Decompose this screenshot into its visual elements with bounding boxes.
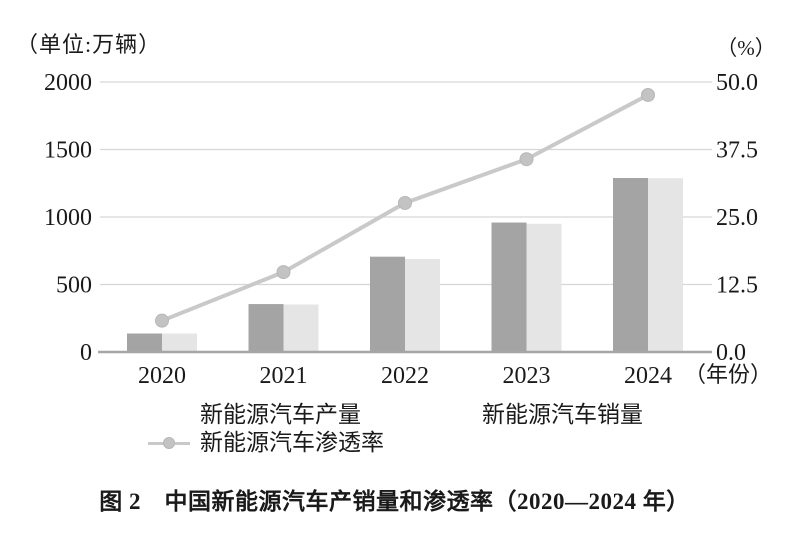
right-tick-37.5: 37.5 xyxy=(716,138,758,164)
legend-marker-icon xyxy=(163,437,175,449)
figure-caption: 图 2 中国新能源汽车产销量和渗透率（2020—2024 年） xyxy=(99,489,690,514)
x-axis-suffix-label: （年份） xyxy=(684,362,772,387)
x-tick-2022: 2022 xyxy=(381,363,429,389)
x-tick-2023: 2023 xyxy=(503,363,551,389)
left-tick-0: 0 xyxy=(80,340,92,366)
line-marker-2023 xyxy=(519,152,534,167)
legend-swatch-penetration xyxy=(148,436,190,450)
legend-item-sales: 新能源汽车销量 xyxy=(436,402,643,428)
right-tick-25.0: 25.0 xyxy=(716,205,758,231)
legend-label-sales: 新能源汽车销量 xyxy=(482,402,643,427)
x-tick-2021: 2021 xyxy=(260,363,308,389)
right-tick-12.5: 12.5 xyxy=(716,273,758,299)
bar-production-2020 xyxy=(127,333,162,352)
left-tick-1000: 1000 xyxy=(44,205,92,231)
line-marker-2020 xyxy=(155,313,169,328)
legend-swatch-production xyxy=(154,409,190,421)
legend-item-penetration: 新能源汽车渗透率 xyxy=(148,430,384,456)
chart-canvas: 0 500 1000 1500 2000 0.0 12.5 25.0 37.5 50.0 2020 2… xyxy=(44,70,772,389)
line-marker-2021 xyxy=(276,265,291,280)
line-marker-2022 xyxy=(398,195,412,210)
legend-label-production: 新能源汽车产量 xyxy=(200,402,361,427)
bar-production-2022 xyxy=(370,256,405,352)
legend-item-production: 新能源汽车产量 xyxy=(154,402,361,428)
bar-production-2023 xyxy=(491,222,527,352)
left-tick-2000: 2000 xyxy=(44,70,92,96)
right-tick-50.0: 50.0 xyxy=(716,70,758,96)
x-tick-2020: 2020 xyxy=(138,363,186,389)
bar-sales-2023 xyxy=(526,223,562,352)
bar-sales-2021 xyxy=(283,304,319,352)
bar-production-2024 xyxy=(613,177,648,352)
x-tick-2024: 2024 xyxy=(624,363,672,389)
bar-sales-2024 xyxy=(648,178,683,352)
left-axis-unit-label: （单位:万辆） xyxy=(16,32,162,57)
right-axis-unit-label: （%） xyxy=(716,36,776,60)
legend-swatch-sales xyxy=(436,409,472,421)
bar-sales-2022 xyxy=(405,258,440,352)
legend-label-penetration: 新能源汽车渗透率 xyxy=(200,430,384,455)
left-tick-500: 500 xyxy=(56,273,92,299)
bar-production-2021 xyxy=(248,304,284,352)
bar-sales-2020 xyxy=(162,333,197,352)
line-marker-2024 xyxy=(641,87,655,102)
right-tick-0.0: 0.0 xyxy=(716,340,746,366)
left-tick-1500: 1500 xyxy=(44,138,92,164)
